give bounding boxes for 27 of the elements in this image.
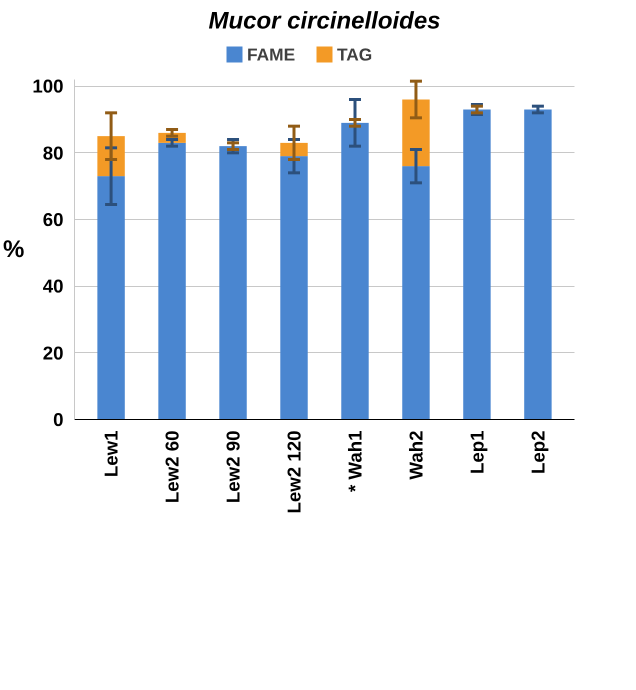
x-tick-label: * Wah1 bbox=[344, 430, 366, 492]
x-tick-label: Wah2 bbox=[405, 430, 426, 480]
x-tick-label: Lew1 bbox=[100, 430, 122, 478]
y-tick-label: 0 bbox=[53, 409, 64, 430]
y-tick-label: 100 bbox=[32, 76, 64, 97]
bar bbox=[280, 156, 308, 420]
x-tick-label: Lew2 60 bbox=[162, 430, 183, 504]
y-tick-label: 60 bbox=[42, 209, 64, 230]
x-tick-label: Lew2 90 bbox=[222, 430, 244, 504]
bar bbox=[158, 142, 186, 420]
legend-label: TAG bbox=[337, 44, 372, 64]
y-tick-label: 80 bbox=[42, 142, 64, 164]
y-tick-label: 20 bbox=[42, 342, 64, 364]
bar bbox=[463, 110, 491, 420]
bar bbox=[524, 110, 552, 420]
legend-label: FAME bbox=[247, 44, 296, 64]
bar bbox=[219, 146, 247, 420]
bar bbox=[341, 122, 369, 420]
y-axis-title: % bbox=[3, 236, 24, 263]
bar bbox=[402, 166, 430, 420]
bar bbox=[402, 100, 430, 166]
y-tick-label: 40 bbox=[42, 276, 64, 297]
x-tick-label: Lew2 120 bbox=[284, 430, 305, 514]
bar bbox=[97, 176, 125, 420]
chart-title: Mucor circinelloides bbox=[208, 8, 441, 34]
x-tick-label: Lep2 bbox=[527, 430, 548, 474]
x-tick-label: Lep1 bbox=[466, 430, 488, 474]
